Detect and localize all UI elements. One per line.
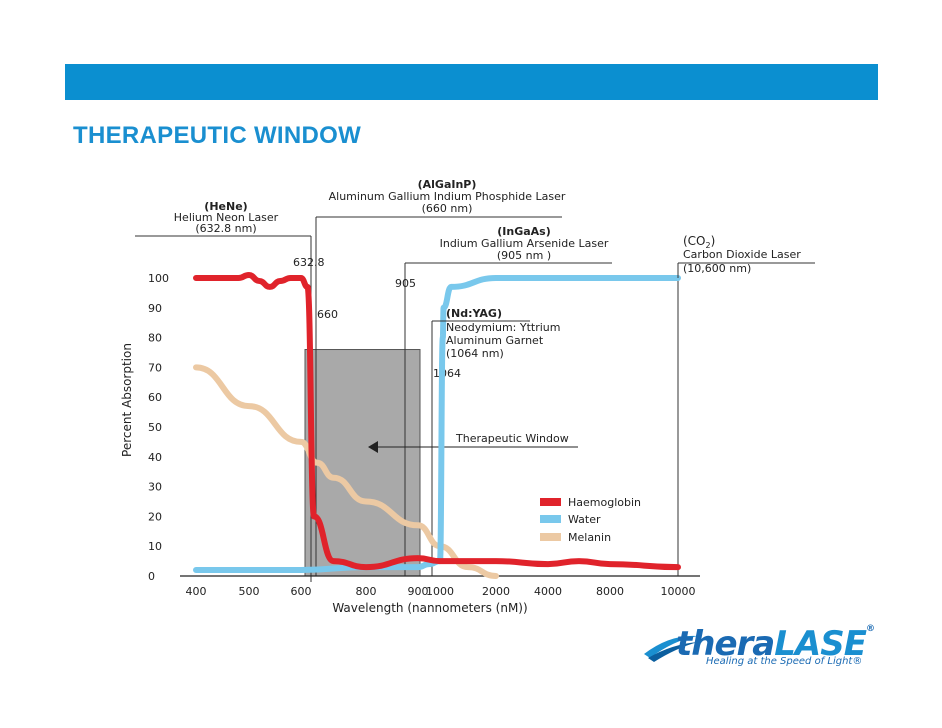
series-line-water	[193, 275, 681, 574]
marker-label: 905	[395, 277, 416, 290]
legend-label: Haemoglobin	[568, 496, 641, 509]
legend-swatch	[540, 533, 561, 541]
legend-swatch	[540, 515, 561, 523]
x-tick-label: 500	[239, 585, 260, 598]
slide-title: THERAPEUTIC WINDOW	[73, 122, 362, 149]
marker-label: 1064	[433, 367, 461, 380]
series-line-haemoglobin	[193, 272, 681, 571]
y-tick-label: 60	[148, 391, 162, 404]
y-tick-label: 20	[148, 510, 162, 523]
x-axis-title: Wavelength (nannometers (nM))	[332, 601, 527, 615]
laser-wavelength: (1064 nm)	[446, 347, 504, 360]
laser-wavelength: (905 nm )	[497, 249, 551, 262]
legend-label: Water	[568, 513, 601, 526]
y-axis-title: Percent Absorption	[120, 343, 134, 457]
laser-abbr: (InGaAs)	[497, 225, 551, 238]
y-tick-label: 50	[148, 421, 162, 434]
legend-label: Melanin	[568, 531, 611, 544]
header-bar	[65, 64, 878, 100]
x-tick-label: 800	[356, 585, 377, 598]
therapeutic-window-label: Therapeutic Window	[455, 432, 569, 445]
marker-label: 660	[317, 308, 338, 321]
laser-abbr: (Nd:YAG)	[446, 307, 502, 320]
y-tick-label: 100	[148, 272, 169, 285]
marker-label: 632.8	[293, 256, 325, 269]
x-tick-label: 900	[408, 585, 429, 598]
y-tick-label: 90	[148, 302, 162, 315]
y-tick-label: 40	[148, 451, 162, 464]
window-arrow-icon	[368, 441, 378, 453]
laser-name: Neodymium: Yttrium	[446, 321, 561, 334]
laser-abbr: (CO2)	[683, 234, 715, 250]
logo-tagline: Healing at the Speed of Light®	[706, 656, 863, 667]
logo-wordmark: theraLASE®	[676, 624, 875, 664]
y-tick-label: 80	[148, 332, 162, 345]
series-line-melanin	[193, 364, 499, 579]
legend-swatch	[540, 498, 561, 506]
laser-abbr: (HeNe)	[204, 200, 247, 213]
y-tick-label: 0	[148, 570, 155, 583]
x-tick-label: 1000	[426, 585, 454, 598]
laser-wavelength: (632.8 nm)	[195, 222, 256, 235]
laser-name: Aluminum Garnet	[446, 334, 544, 347]
laser-name: Aluminum Gallium Indium Phosphide Laser	[329, 190, 566, 203]
laser-abbr: (AlGaInP)	[418, 178, 477, 191]
theralase-logo: theraLASE® Healing at the Speed of Light…	[640, 624, 880, 670]
x-tick-label: 10000	[661, 585, 696, 598]
laser-name: Indium Gallium Arsenide Laser	[440, 237, 609, 250]
laser-wavelength: (10,600 nm)	[683, 262, 751, 275]
x-tick-label: 4000	[534, 585, 562, 598]
x-tick-label: 2000	[482, 585, 510, 598]
laser-name: Helium Neon Laser	[174, 211, 279, 224]
x-tick-label: 600	[291, 585, 312, 598]
laser-name: Carbon Dioxide Laser	[683, 248, 801, 261]
x-tick-label: 8000	[596, 585, 624, 598]
x-tick-label: 400	[186, 585, 207, 598]
laser-wavelength: (660 nm)	[422, 202, 473, 215]
y-tick-label: 10	[148, 540, 162, 553]
y-tick-label: 70	[148, 361, 162, 374]
y-tick-label: 30	[148, 481, 162, 494]
swoosh-icon	[644, 635, 698, 662]
